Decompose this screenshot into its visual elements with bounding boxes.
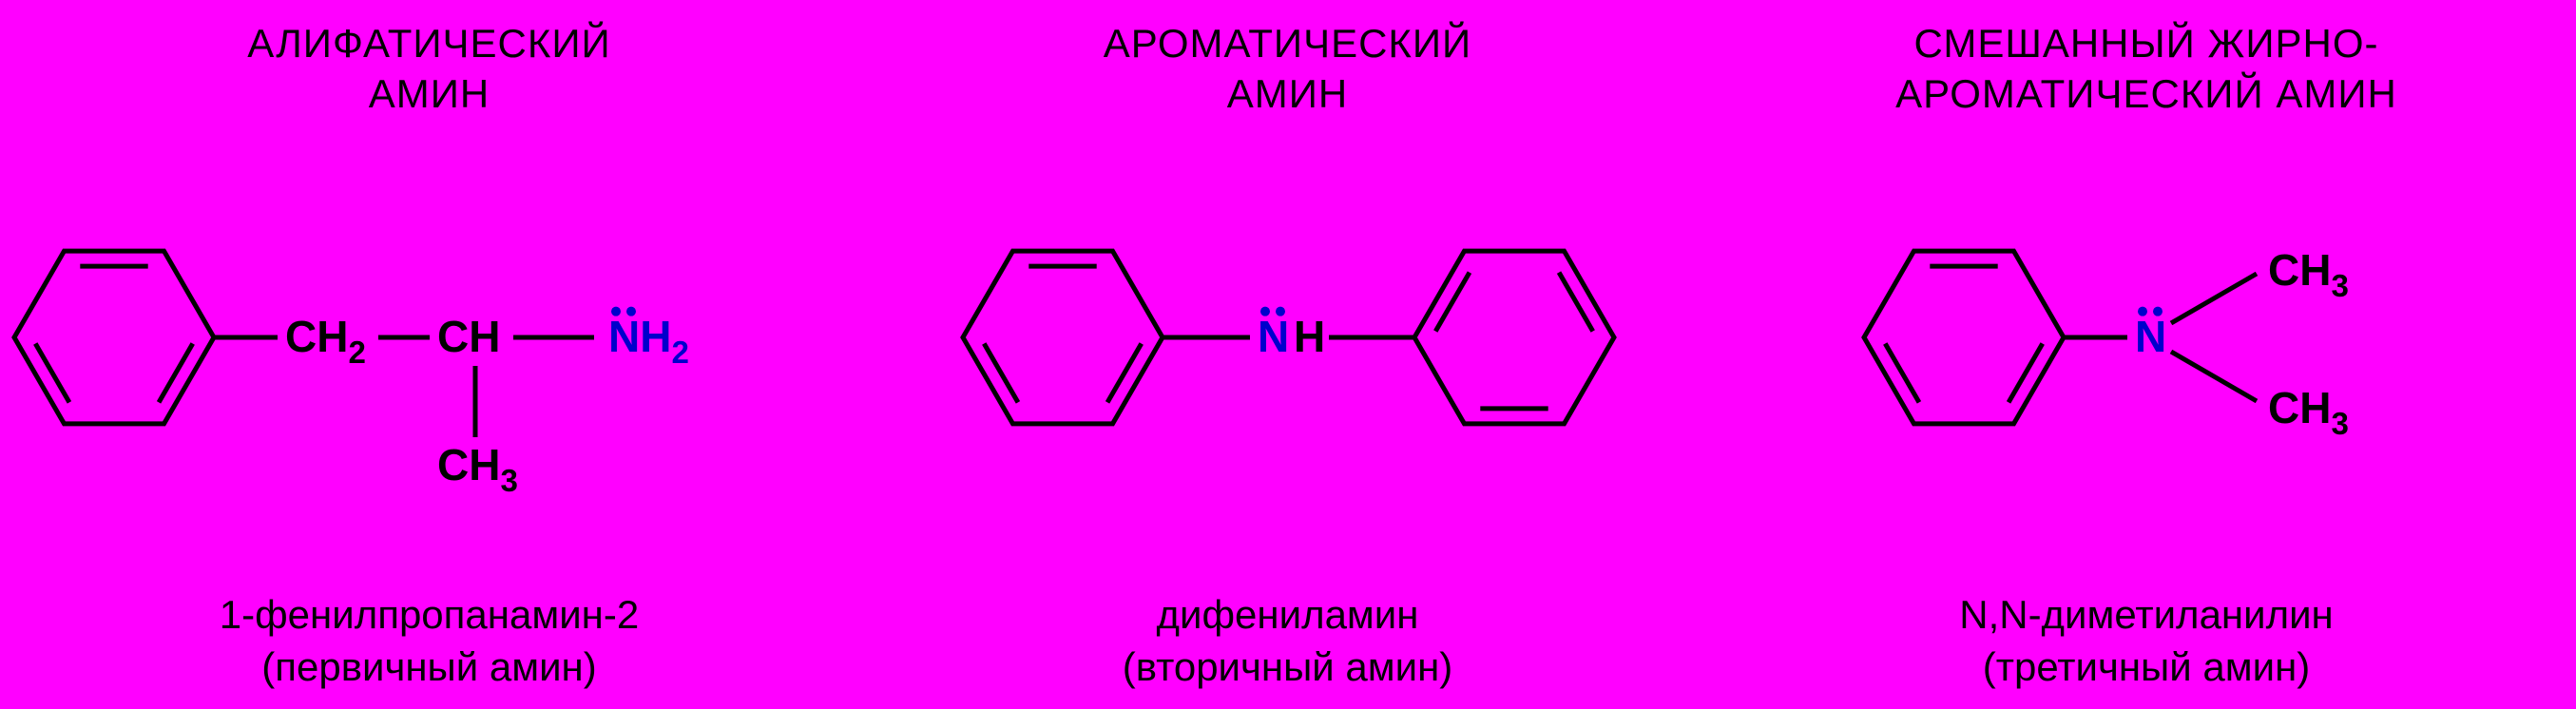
structure-aliphatic: CH2 CH NH2 CH3 [0,48,858,523]
caption-mixed: N,N-диметиланилин (третичный амин) [1717,589,2576,693]
caption-aromatic: дифениламин (вторичный амин) [858,589,1717,693]
structure-mixed: N CH3 CH3 [1717,48,2576,523]
svg-text:NH2: NH2 [608,312,689,371]
svg-text:CH2: CH2 [285,312,366,371]
panel-mixed: СМЕШАННЫЙ ЖИРНО- АРОМАТИЧЕСКИЙ АМИН NCH3… [1717,0,2576,709]
svg-text:CH3: CH3 [2268,383,2349,442]
svg-text:N: N [2135,312,2166,361]
structure-aromatic: NH [858,48,1717,523]
svg-text:CH: CH [437,312,500,361]
svg-text:CH3: CH3 [2268,245,2349,304]
svg-text:CH3: CH3 [437,440,518,499]
panel-aromatic: АРОМАТИЧЕСКИЙ АМИН NH дифениламин (втори… [858,0,1717,709]
svg-text:N: N [1258,312,1289,361]
caption-aliphatic: 1-фенилпропанамин-2 (первичный амин) [0,589,858,693]
panel-aliphatic: АЛИФАТИЧЕСКИЙ АМИН CH2CHNH2CH3 1-фенилпр… [0,0,858,709]
svg-text:H: H [1294,312,1325,361]
